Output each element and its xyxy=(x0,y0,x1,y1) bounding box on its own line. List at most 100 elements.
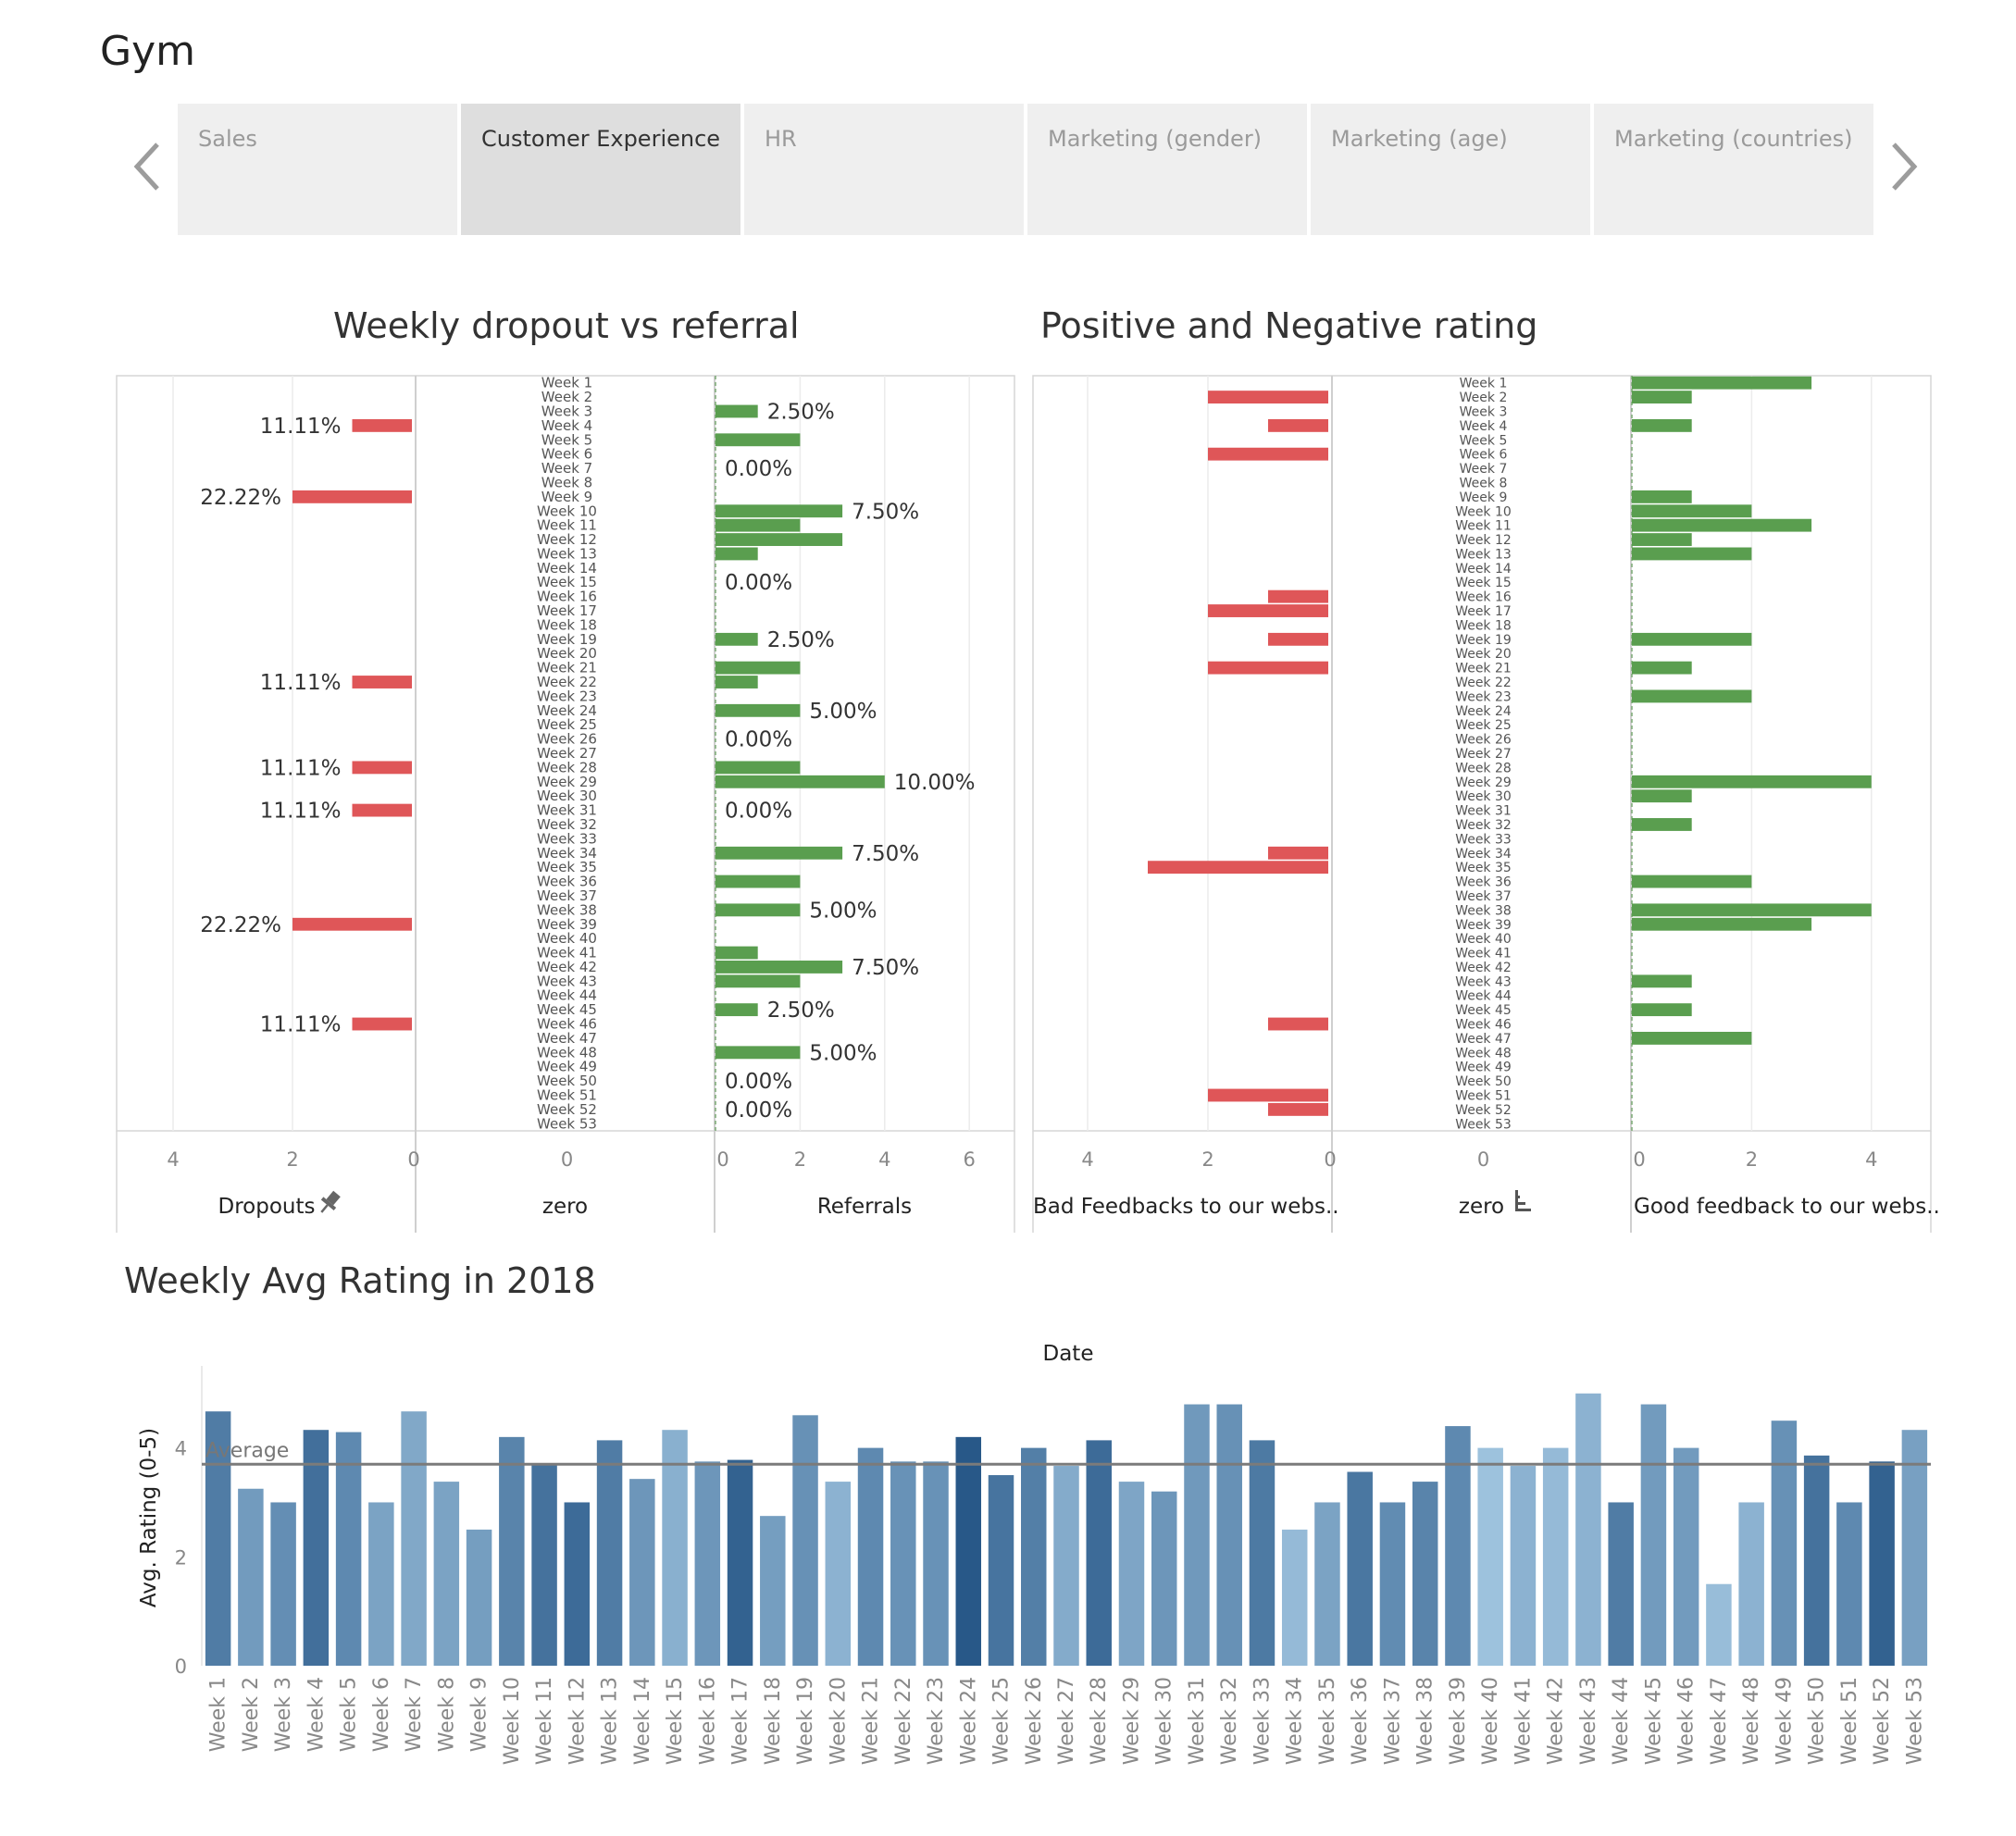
avg-rating-bar xyxy=(433,1482,460,1666)
dropout-bar-label: 7.50% xyxy=(852,500,919,524)
dropout-bar-label: 11.11% xyxy=(260,756,342,780)
avg-x-tick-label: Week 26 xyxy=(1023,1677,1046,1765)
dropout-tick-label: 4 xyxy=(167,1148,179,1171)
avg-y-tick-label: 4 xyxy=(175,1438,187,1460)
rating-category-label: Week 21 xyxy=(1455,662,1512,676)
avg-rating-bar xyxy=(727,1459,753,1666)
avg-rating-bar xyxy=(368,1502,394,1666)
dropout-category-label: Week 39 xyxy=(537,916,597,933)
dropout-bar-positive xyxy=(716,632,758,646)
avg-x-tick-label: Week 8 xyxy=(435,1677,458,1752)
dropout-category-label: Week 17 xyxy=(537,602,597,619)
dropout-frame xyxy=(116,375,1015,1132)
dropout-bar-positive xyxy=(716,676,758,688)
avg-rating-bar xyxy=(531,1463,557,1666)
rating-category-label: Week 8 xyxy=(1460,476,1508,490)
dropout-category-label: Week 4 xyxy=(541,417,592,434)
sort-icon[interactable] xyxy=(1515,1190,1531,1211)
dropout-tick-label: 2 xyxy=(286,1148,298,1171)
avg-x-tick-label: Week 39 xyxy=(1447,1677,1470,1765)
rating-category-label: Week 2 xyxy=(1460,391,1508,405)
rating-bar-negative xyxy=(1268,632,1328,646)
dropout-tick-label: 4 xyxy=(878,1148,890,1171)
rating-category-label: Week 12 xyxy=(1455,533,1512,548)
avg-rating-bar xyxy=(1706,1583,1732,1666)
chevron-right-icon[interactable] xyxy=(1888,139,1922,194)
dropout-bar-label: 2.50% xyxy=(767,628,835,652)
rating-tick-label: 2 xyxy=(1201,1148,1213,1171)
dropout-bar-label: 0.00% xyxy=(725,728,792,752)
rating-bar-negative xyxy=(1268,1102,1328,1116)
rating-bar-positive xyxy=(1632,518,1812,532)
dropout-bar-negative xyxy=(352,803,412,817)
pin-icon[interactable] xyxy=(315,1188,343,1217)
tab-hr[interactable]: HR xyxy=(744,104,1024,235)
dropout-axis-title: zero xyxy=(542,1195,588,1219)
rating-category-label: Week 5 xyxy=(1460,433,1508,448)
rating-category-label: Week 16 xyxy=(1455,590,1512,605)
dropout-category-label: Week 20 xyxy=(537,645,597,662)
avg-x-tick-label: Week 14 xyxy=(631,1677,654,1765)
avg-x-tick-label: Week 30 xyxy=(1153,1677,1176,1765)
avg-rating-bar xyxy=(1281,1529,1308,1666)
avg-rating-bar xyxy=(1314,1502,1340,1666)
dropout-bar-positive xyxy=(716,404,758,418)
dropout-category-label: Week 12 xyxy=(537,531,597,548)
average-reference-label: Average xyxy=(205,1439,289,1462)
rating-category-label: Week 43 xyxy=(1455,974,1512,989)
dropout-category-label: Week 36 xyxy=(537,874,597,890)
avg-rating-bar xyxy=(1836,1502,1862,1666)
dropout-tick-label: 0 xyxy=(561,1148,573,1171)
tab-sales[interactable]: Sales xyxy=(178,104,457,235)
rating-category-label: Week 9 xyxy=(1460,490,1508,505)
rating-tick-label: 2 xyxy=(1746,1148,1758,1171)
dropout-bar-label: 11.11% xyxy=(260,800,342,824)
dropout-category-label: Week 9 xyxy=(541,489,592,505)
avg-rating-bar xyxy=(1249,1440,1276,1666)
rating-bar-positive xyxy=(1632,547,1752,561)
dropout-category-label: Week 40 xyxy=(537,930,597,947)
dropout-category-label: Week 5 xyxy=(541,431,592,448)
avg-x-tick-label: Week 33 xyxy=(1251,1677,1274,1765)
avg-x-tick-label: Week 16 xyxy=(696,1677,719,1765)
tab-marketing-gender[interactable]: Marketing (gender) xyxy=(1027,104,1307,235)
avg-x-tick-label: Week 1 xyxy=(207,1677,230,1752)
dropout-bar-label: 2.50% xyxy=(767,400,835,424)
dropout-category-label: Week 16 xyxy=(537,589,597,605)
rating-category-label: Week 34 xyxy=(1455,847,1512,862)
dropout-bar-label: 2.50% xyxy=(767,999,835,1023)
avg-x-tick-label: Week 49 xyxy=(1773,1677,1796,1765)
rating-tick-label: 4 xyxy=(1081,1148,1093,1171)
rating-category-label: Week 47 xyxy=(1455,1032,1512,1047)
avg-rating-bar xyxy=(1412,1482,1438,1666)
avg-x-axis-title: Date xyxy=(1043,1342,1094,1366)
rating-axis-title: Bad Feedbacks to our webs.. xyxy=(1033,1195,1339,1219)
avg-x-tick-label: Week 15 xyxy=(664,1677,687,1765)
rating-category-label: Week 52 xyxy=(1455,1103,1512,1118)
tab-customer-experience[interactable]: Customer Experience xyxy=(461,104,740,235)
dropout-bar-label: 5.00% xyxy=(809,700,877,724)
avg-rating-bar xyxy=(303,1430,330,1666)
rating-category-label: Week 30 xyxy=(1455,789,1512,804)
rating-axis-title: zero xyxy=(1459,1195,1504,1219)
dropout-bar-label: 11.11% xyxy=(260,415,342,439)
dropout-bar-positive xyxy=(716,875,801,888)
rating-category-label: Week 45 xyxy=(1455,1003,1512,1018)
rating-category-label: Week 14 xyxy=(1455,562,1512,577)
rating-frame xyxy=(1032,375,1932,1132)
dropout-bar-label: 0.00% xyxy=(725,800,792,824)
rating-bar-positive xyxy=(1632,1031,1752,1045)
dropout-bar-positive xyxy=(716,518,801,532)
tab-marketing-age[interactable]: Marketing (age) xyxy=(1311,104,1590,235)
dropout-bar-label: 5.00% xyxy=(809,899,877,923)
dropout-category-label: Week 45 xyxy=(537,1001,597,1018)
avg-rating-bar xyxy=(1803,1455,1830,1666)
dropout-bar-positive xyxy=(716,547,758,561)
avg-rating-bar xyxy=(629,1479,655,1666)
dropout-category-label: Week 24 xyxy=(537,702,597,719)
tab-marketing-countries[interactable]: Marketing (countries) xyxy=(1594,104,1873,235)
avg-rating-bar xyxy=(955,1436,982,1666)
rating-bar-positive xyxy=(1632,391,1692,404)
dropout-category-label: Week 46 xyxy=(537,1016,597,1033)
chevron-left-icon[interactable] xyxy=(130,139,163,194)
